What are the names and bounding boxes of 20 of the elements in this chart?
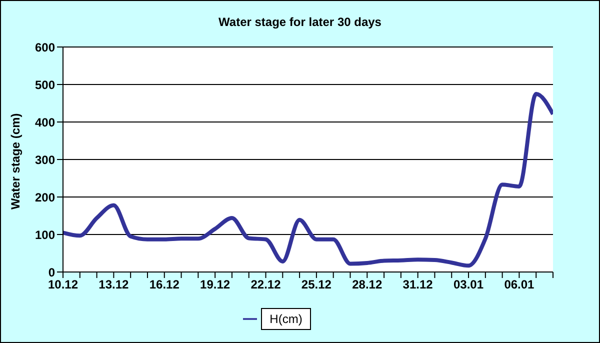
x-tick-label: 31.12	[402, 278, 434, 292]
y-tick-label: 0	[48, 265, 56, 280]
x-tick-label: 22.12	[250, 278, 282, 292]
x-tick-label: 16.12	[149, 278, 180, 292]
x-tick-label: 25.12	[301, 278, 332, 292]
chart-title: Water stage for later 30 days	[218, 15, 382, 29]
x-tick-label: 06.01	[504, 278, 535, 292]
y-axis-title: Water stage (cm)	[8, 113, 22, 210]
legend-label: H(cm)	[260, 308, 312, 330]
y-tick-label: 400	[34, 115, 56, 130]
y-tick-label: 600	[34, 40, 56, 54]
y-tick-label: 300	[34, 152, 56, 167]
y-tick-label: 500	[34, 78, 56, 92]
y-tick-label: 200	[34, 190, 56, 204]
y-tick-label: 100	[34, 228, 56, 242]
x-tick-label: 03.01	[454, 278, 484, 292]
x-tick-label: 13.12	[98, 278, 130, 292]
x-tick-label: 28.12	[352, 278, 382, 292]
x-tick-label: 19.12	[200, 278, 230, 292]
x-tick-label: 10.12	[48, 278, 78, 292]
